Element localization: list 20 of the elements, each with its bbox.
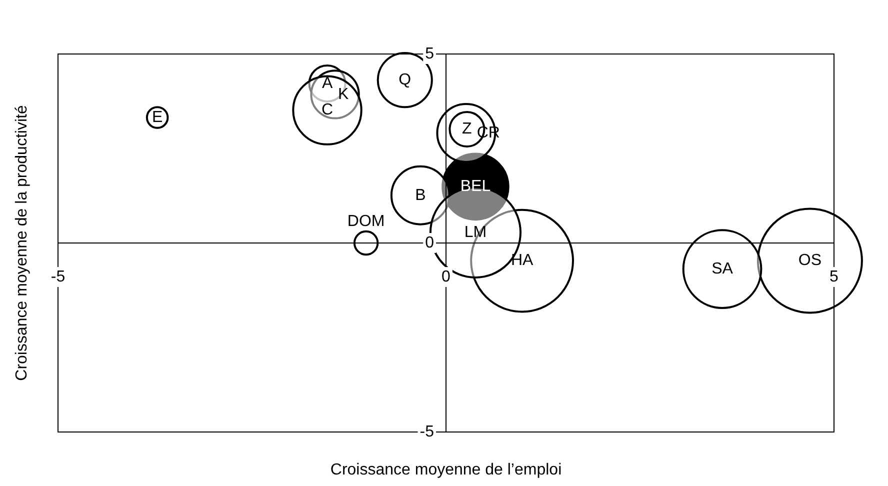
y-axis-title: Croissance moyenne de la productivité — [13, 105, 30, 381]
x-tick-label: -5 — [50, 268, 66, 286]
x-axis-title: Croissance moyenne de l’emploi — [330, 461, 562, 478]
series-label: Z — [462, 120, 472, 138]
series-label: DOM — [347, 212, 385, 230]
y-tick-label: 0 — [425, 234, 434, 252]
series-label: C — [321, 102, 334, 119]
series-label: LM — [464, 224, 487, 241]
x-tick-label: 0 — [442, 268, 451, 286]
series-label: BEL — [460, 178, 491, 196]
series-label: SA — [712, 260, 734, 278]
series-label: B — [415, 186, 426, 204]
series-label: OS — [798, 252, 822, 270]
series-label: A — [322, 74, 333, 92]
series-label: Q — [398, 71, 412, 88]
y-tick-label: 5 — [425, 45, 434, 62]
x-tick-label: 5 — [830, 268, 839, 286]
series-label: E — [152, 108, 163, 126]
series-label: K — [338, 86, 350, 103]
y-tick-label: -5 — [420, 423, 434, 440]
